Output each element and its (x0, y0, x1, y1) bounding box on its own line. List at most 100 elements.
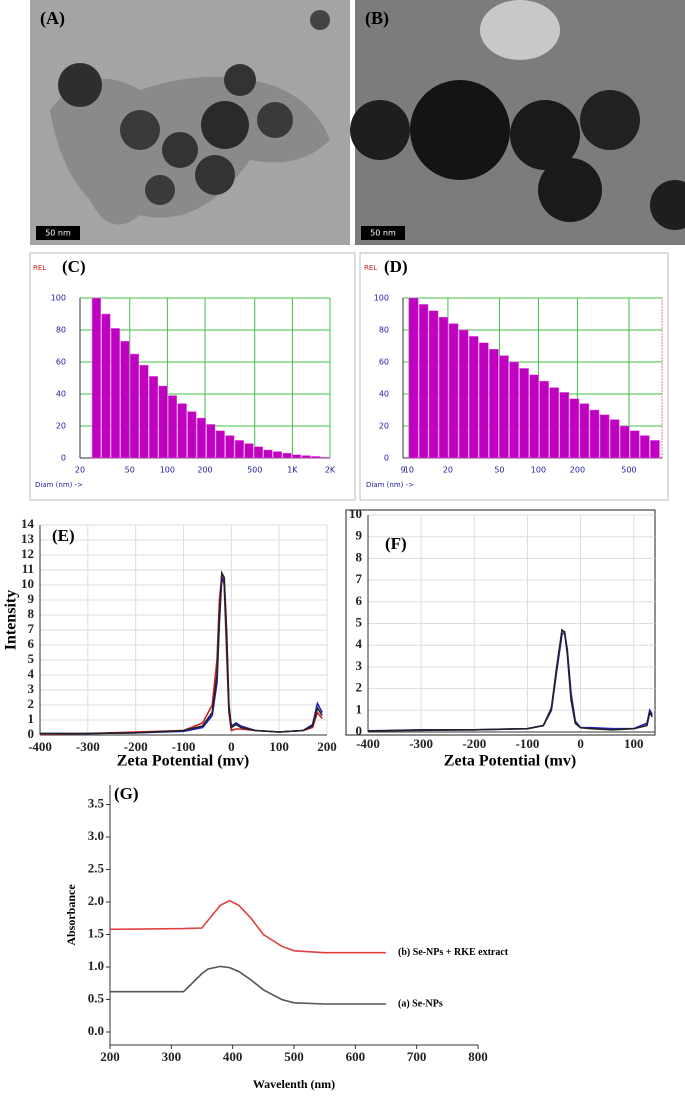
particle (201, 101, 249, 149)
y-tick-label: 10 (21, 576, 34, 591)
series-line (367, 630, 653, 732)
bar (579, 403, 590, 459)
bar (509, 361, 519, 459)
y-tick-label: 10 (349, 506, 362, 521)
series-line (110, 965, 386, 1005)
x-tick-label: 300 (162, 1049, 182, 1064)
bar (599, 414, 610, 459)
x-tick-label: 100 (160, 466, 175, 475)
bar (225, 435, 235, 459)
y-tick-label: 2.0 (88, 893, 104, 908)
particle (257, 102, 293, 138)
scale-label: 50 nm (370, 229, 396, 238)
y-tick-label: 0 (356, 723, 363, 738)
y-tick-label: 0 (384, 454, 389, 463)
bar (234, 440, 244, 459)
x-tick-label: 50 (494, 466, 504, 475)
x-tick-label: 500 (284, 1049, 304, 1064)
particle (58, 63, 102, 107)
bar (206, 424, 216, 459)
bar (120, 340, 130, 459)
y-tick-label: 80 (56, 326, 66, 335)
bar (529, 374, 539, 459)
x-axis-label: Diam (nm) -> (366, 481, 414, 489)
tem-image-a: 50 nm (A) (30, 0, 350, 245)
bar (253, 446, 263, 459)
particle (145, 175, 175, 205)
bar (168, 395, 177, 459)
y-tick-label: 1.5 (88, 925, 105, 940)
bar (110, 328, 120, 459)
series-line (40, 574, 323, 735)
scale-label: 50 nm (45, 229, 71, 238)
bar (458, 329, 469, 459)
scale-bar (361, 226, 405, 240)
x-tick-label: 9 (400, 466, 405, 475)
bar (499, 355, 509, 459)
x-tick-label: 100 (531, 466, 546, 475)
y-tick-label: 2 (28, 696, 35, 711)
bar (320, 456, 330, 459)
y-tick-label: 60 (56, 358, 66, 367)
particle (650, 180, 685, 230)
panel-label: (F) (385, 534, 407, 553)
y-tick-label: 4 (28, 666, 35, 681)
x-tick-label: -400 (28, 739, 52, 754)
x-tick-label: 800 (468, 1049, 488, 1064)
panel-frame (29, 252, 356, 501)
bar (468, 336, 479, 459)
bar (630, 430, 640, 459)
x-tick-label: 20 (443, 466, 453, 475)
bar (559, 392, 570, 459)
y-tick-label: 9 (356, 528, 363, 543)
y-tick-label: 0.5 (88, 990, 105, 1005)
x-tick-label: 0 (577, 736, 584, 751)
bar (215, 430, 225, 459)
x-tick-label: -300 (409, 736, 433, 751)
bright-region (480, 0, 560, 60)
bar (263, 449, 273, 459)
tem-image-b: 50 nm (B) (350, 0, 685, 245)
particle (538, 158, 602, 222)
series-line (109, 899, 386, 954)
y-tick-label: 2.5 (88, 860, 105, 875)
bar (650, 440, 660, 459)
y-tick-label: 100 (51, 294, 66, 303)
y-axis-label: Intensity (3, 590, 20, 650)
y-tick-label: 20 (379, 422, 389, 431)
x-axis-label: Diam (nm) -> (35, 481, 83, 489)
x-tick-label: 700 (407, 1049, 427, 1064)
x-tick-label: 0 (228, 739, 235, 754)
y-tick-label: 1 (356, 701, 363, 716)
x-axis-label: Zeta Potential (mv) (117, 753, 249, 770)
y-tick-label: 100 (374, 294, 389, 303)
x-tick-label: 50 (125, 466, 135, 475)
y-tick-label: 5 (28, 651, 35, 666)
y-tick-label: 0 (61, 454, 66, 463)
particle (580, 90, 640, 150)
y-tick-label: 0 (28, 726, 35, 741)
y-tick-label: 80 (379, 326, 389, 335)
y-tick-label: 9 (28, 591, 35, 606)
bar (428, 310, 439, 459)
panel-label: (A) (40, 8, 65, 29)
y-tick-label: 2 (356, 680, 363, 695)
bar (640, 435, 650, 459)
x-tick-label: 10 (404, 466, 414, 475)
particle (510, 100, 580, 170)
bar (609, 419, 620, 459)
x-tick-label: 200 (197, 466, 212, 475)
panel-label: (G) (114, 784, 139, 803)
y-tick-label: 12 (21, 546, 34, 561)
panel-frame (345, 509, 656, 736)
y-tick-label: 14 (21, 516, 35, 531)
y-tick-label: 6 (28, 636, 35, 651)
y-tick-label: 60 (379, 358, 389, 367)
x-axis-label: Wavelenth (nm) (253, 1077, 335, 1091)
y-tick-label: 6 (356, 593, 363, 608)
y-tick-label: 11 (22, 561, 34, 576)
y-tick-label: 40 (56, 390, 66, 399)
x-tick-label: 400 (223, 1049, 243, 1064)
bar (101, 313, 111, 459)
